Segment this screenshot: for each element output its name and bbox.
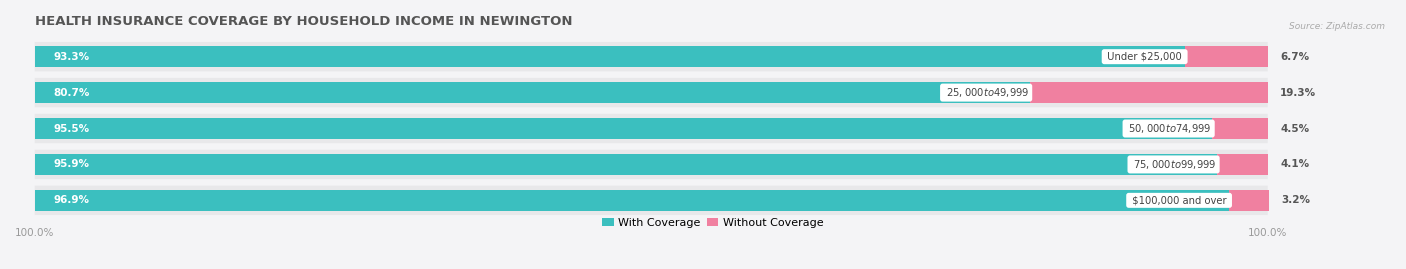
Bar	[35, 190, 1229, 211]
Text: Source: ZipAtlas.com: Source: ZipAtlas.com	[1289, 22, 1385, 30]
Text: $75,000 to $99,999: $75,000 to $99,999	[1130, 158, 1218, 171]
Bar	[35, 154, 1218, 175]
FancyBboxPatch shape	[35, 186, 1268, 215]
Text: 4.1%: 4.1%	[1279, 160, 1309, 169]
Text: 80.7%: 80.7%	[53, 88, 90, 98]
Bar	[35, 46, 1185, 67]
Bar	[35, 82, 1029, 103]
FancyBboxPatch shape	[35, 114, 1268, 143]
Text: $25,000 to $49,999: $25,000 to $49,999	[942, 86, 1029, 99]
Text: 95.9%: 95.9%	[53, 160, 89, 169]
Text: 95.5%: 95.5%	[53, 123, 90, 133]
Legend: With Coverage, Without Coverage: With Coverage, Without Coverage	[602, 218, 824, 228]
FancyBboxPatch shape	[35, 42, 1268, 71]
Text: 6.7%: 6.7%	[1279, 52, 1309, 62]
Text: 93.3%: 93.3%	[53, 52, 90, 62]
Text: 96.9%: 96.9%	[53, 195, 89, 205]
FancyBboxPatch shape	[35, 78, 1268, 107]
Text: 3.2%: 3.2%	[1281, 195, 1310, 205]
Text: $100,000 and over: $100,000 and over	[1129, 195, 1229, 205]
Bar	[1185, 46, 1268, 67]
Bar	[1229, 190, 1270, 211]
Text: $50,000 to $74,999: $50,000 to $74,999	[1125, 122, 1212, 135]
Bar	[35, 118, 1212, 139]
FancyBboxPatch shape	[35, 150, 1268, 179]
Bar	[1212, 118, 1268, 139]
Bar	[1218, 154, 1268, 175]
Bar	[1029, 82, 1268, 103]
Text: 19.3%: 19.3%	[1279, 88, 1316, 98]
Text: Under $25,000: Under $25,000	[1104, 52, 1185, 62]
Text: HEALTH INSURANCE COVERAGE BY HOUSEHOLD INCOME IN NEWINGTON: HEALTH INSURANCE COVERAGE BY HOUSEHOLD I…	[35, 15, 572, 28]
Text: 4.5%: 4.5%	[1279, 123, 1309, 133]
